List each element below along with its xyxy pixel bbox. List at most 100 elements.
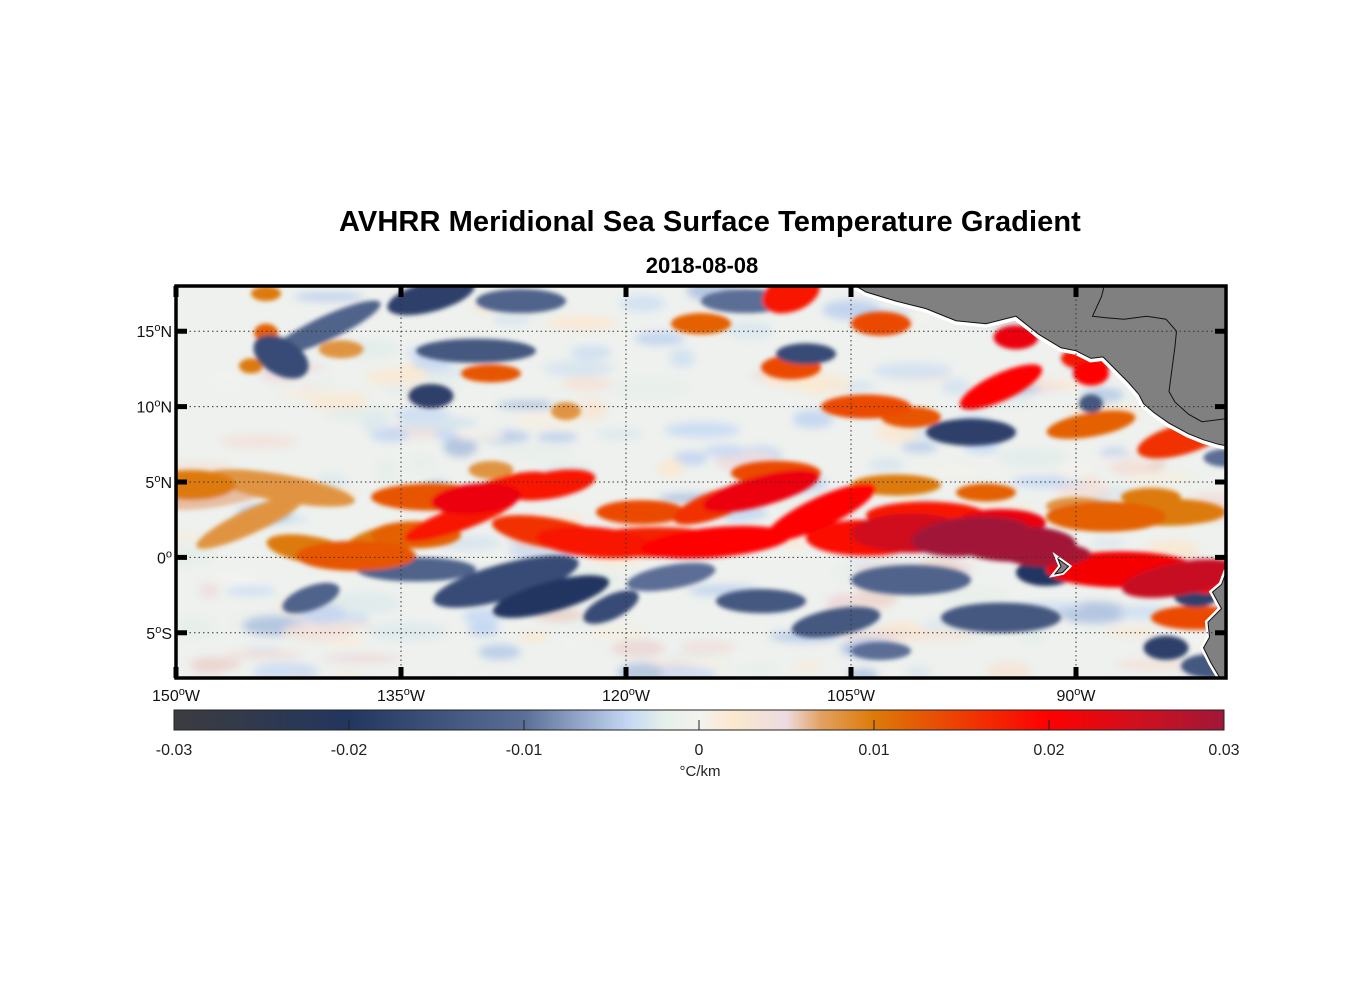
field-patch: [941, 378, 971, 395]
gradient-feature: [641, 525, 791, 559]
field-patch: [455, 429, 505, 442]
field-patch: [336, 670, 362, 678]
gradient-feature: [1121, 488, 1181, 507]
field-patch: [792, 661, 821, 673]
chart-title: AVHRR Meridional Sea Surface Temperature…: [339, 206, 1081, 238]
field-patch: [1145, 539, 1199, 558]
field-patch: [536, 431, 578, 443]
field-patch: [198, 582, 219, 599]
field-patch: [189, 657, 242, 671]
field-patch: [545, 315, 618, 330]
x-axis-ticks: 150oW 135oW 120oW 105oW 90oW: [152, 286, 1096, 705]
field-patch: [943, 588, 1006, 605]
field-patch: [277, 388, 356, 401]
central-america-land: [855, 286, 1226, 447]
field-patch: [728, 650, 759, 665]
colorbar-ticks: -0.03 -0.02 -0.01 0 0.01 0.02 0.03: [156, 720, 1240, 759]
field-patch: [570, 345, 612, 360]
gradient-feature: [671, 313, 731, 335]
field-patch: [224, 649, 303, 661]
gradient-feature: [626, 562, 716, 592]
y-tick-label: 0o: [157, 548, 172, 567]
field-patch: [665, 422, 740, 438]
field-patch: [737, 663, 779, 675]
colorbar-tick-label: -0.01: [506, 742, 543, 759]
field-patch: [847, 668, 879, 678]
field-patch: [367, 622, 447, 641]
gradient-feature: [959, 364, 1043, 410]
gradient-feature: [1143, 635, 1189, 660]
gradient-feature: [296, 540, 416, 571]
field-patch: [176, 532, 207, 542]
gradient-feature: [1079, 394, 1103, 413]
field-patch: [669, 348, 695, 368]
field-patch: [405, 454, 435, 473]
gradient-feature: [851, 564, 971, 596]
field-patch: [928, 464, 985, 478]
field-patch: [792, 410, 834, 429]
x-tick-label: 120oW: [602, 686, 651, 705]
x-tick-label: 150oW: [152, 686, 201, 705]
colorbar-tick-label: -0.03: [156, 742, 193, 759]
field-patch: [561, 376, 613, 391]
gradient-feature: [956, 483, 1016, 502]
field-patch: [478, 644, 521, 660]
gradient-feature: [431, 483, 521, 515]
field-patch: [558, 638, 593, 647]
gradient-field: [176, 286, 1226, 678]
gradient-feature: [1046, 410, 1136, 439]
field-patch: [619, 295, 666, 312]
y-tick-label: 5oN: [145, 473, 172, 492]
field-patch: [1115, 659, 1194, 671]
field-patch: [647, 666, 718, 678]
field-patch: [986, 662, 1032, 678]
gradient-feature: [433, 555, 579, 608]
chart-subtitle: 2018-08-08: [645, 253, 759, 278]
field-patch: [324, 592, 402, 614]
field-patch: [366, 369, 417, 385]
field-patch: [541, 361, 616, 373]
gradient-feature: [282, 582, 340, 614]
field-patch: [1112, 459, 1148, 476]
gradient-feature: [941, 602, 1061, 633]
field-patch: [837, 631, 910, 640]
field-patch: [434, 429, 457, 441]
gradient-feature: [506, 469, 596, 501]
field-patch: [209, 569, 262, 586]
field-patch: [294, 292, 364, 302]
field-patch: [612, 379, 688, 398]
field-patch: [611, 639, 665, 657]
field-patch: [617, 663, 664, 678]
field-patch: [397, 415, 478, 431]
colorbar-unit-label: °C/km: [679, 763, 721, 780]
gradient-feature: [492, 575, 610, 618]
gradient-feature: [956, 525, 1076, 562]
field-patch: [868, 458, 904, 472]
y-tick-label: 10oN: [137, 398, 172, 417]
x-tick-label: 135oW: [377, 686, 426, 705]
field-patch: [463, 608, 502, 626]
south-america-land: [1202, 572, 1226, 678]
gradient-feature: [468, 460, 514, 479]
field-patch: [673, 451, 709, 466]
field-patch: [586, 625, 646, 640]
gradient-feature: [251, 286, 281, 302]
field-patch: [176, 617, 217, 637]
field-patch: [375, 460, 397, 482]
field-patch: [658, 458, 684, 478]
gradient-feature: [776, 343, 836, 365]
y-tick-label: 5oS: [146, 624, 172, 643]
gradient-feature: [416, 338, 536, 363]
gradient-feature: [702, 469, 820, 513]
field-patch: [312, 377, 334, 390]
gradient-feature: [271, 300, 381, 356]
gradient-feature: [1121, 559, 1226, 598]
gradient-feature: [239, 358, 263, 374]
colorbar-tick-label: 0: [695, 742, 704, 759]
field-patch: [595, 428, 643, 440]
field-patch: [252, 662, 319, 678]
field-patch: [1125, 471, 1192, 484]
field-patch: [904, 666, 933, 678]
gradient-feature: [176, 469, 236, 501]
